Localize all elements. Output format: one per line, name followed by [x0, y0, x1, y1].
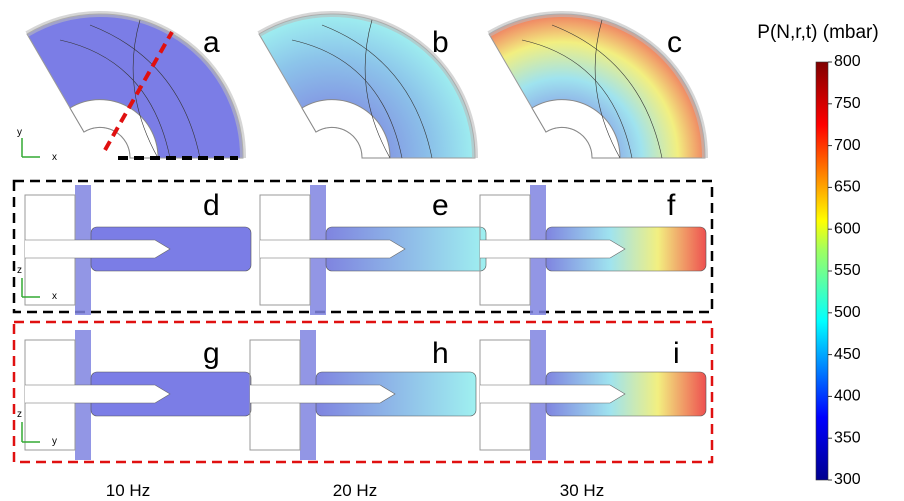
panel-label: i	[673, 337, 680, 370]
cut-line	[103, 31, 174, 151]
colorbar-tick-label: 400	[834, 388, 861, 405]
frequency-label: 10 Hz	[106, 481, 150, 500]
colorbar-tick-label: 500	[834, 304, 861, 321]
panel-label: c	[667, 26, 682, 59]
colorbar-tick-label: 550	[834, 262, 861, 279]
axis-label: x	[52, 291, 57, 302]
colorbar-tick-label: 650	[834, 179, 861, 196]
panel-label: h	[432, 337, 449, 370]
colorbar	[815, 61, 829, 481]
colorbar-tick-label: 350	[834, 429, 861, 446]
group-frame	[12, 320, 714, 464]
axis-label: x	[52, 152, 57, 163]
colorbar-tick-label: 800	[834, 53, 861, 70]
colorbar-tick-label: 450	[834, 346, 861, 363]
frequency-label: 20 Hz	[333, 481, 377, 500]
panel-e-image	[259, 184, 487, 316]
panel-label: d	[203, 189, 220, 222]
panel-label: f	[667, 189, 676, 222]
colorbar-tick-label: 300	[834, 471, 861, 488]
axis-label: z	[17, 265, 22, 276]
frequency-label: 30 Hz	[560, 481, 604, 500]
axis-label: y	[17, 127, 22, 138]
colorbar-tick-label: 600	[834, 220, 861, 237]
colorbar-tick-label: 750	[834, 95, 861, 112]
axis-triad: y x z x z y	[17, 127, 57, 447]
colorbar-title: P(N,r,t) (mbar)	[757, 22, 878, 43]
group-frame	[12, 179, 714, 314]
colorbar-tick-label: 700	[834, 137, 861, 154]
panel-label: e	[432, 189, 449, 222]
panel-label: g	[203, 337, 220, 370]
axis-label: y	[52, 436, 57, 447]
axis-label: z	[17, 409, 22, 420]
colorbar-ticks: 300 350 400 450 500 550 600 650 700 750 800	[828, 53, 861, 488]
panel-label: a	[203, 26, 220, 59]
panel-label: b	[432, 26, 449, 59]
